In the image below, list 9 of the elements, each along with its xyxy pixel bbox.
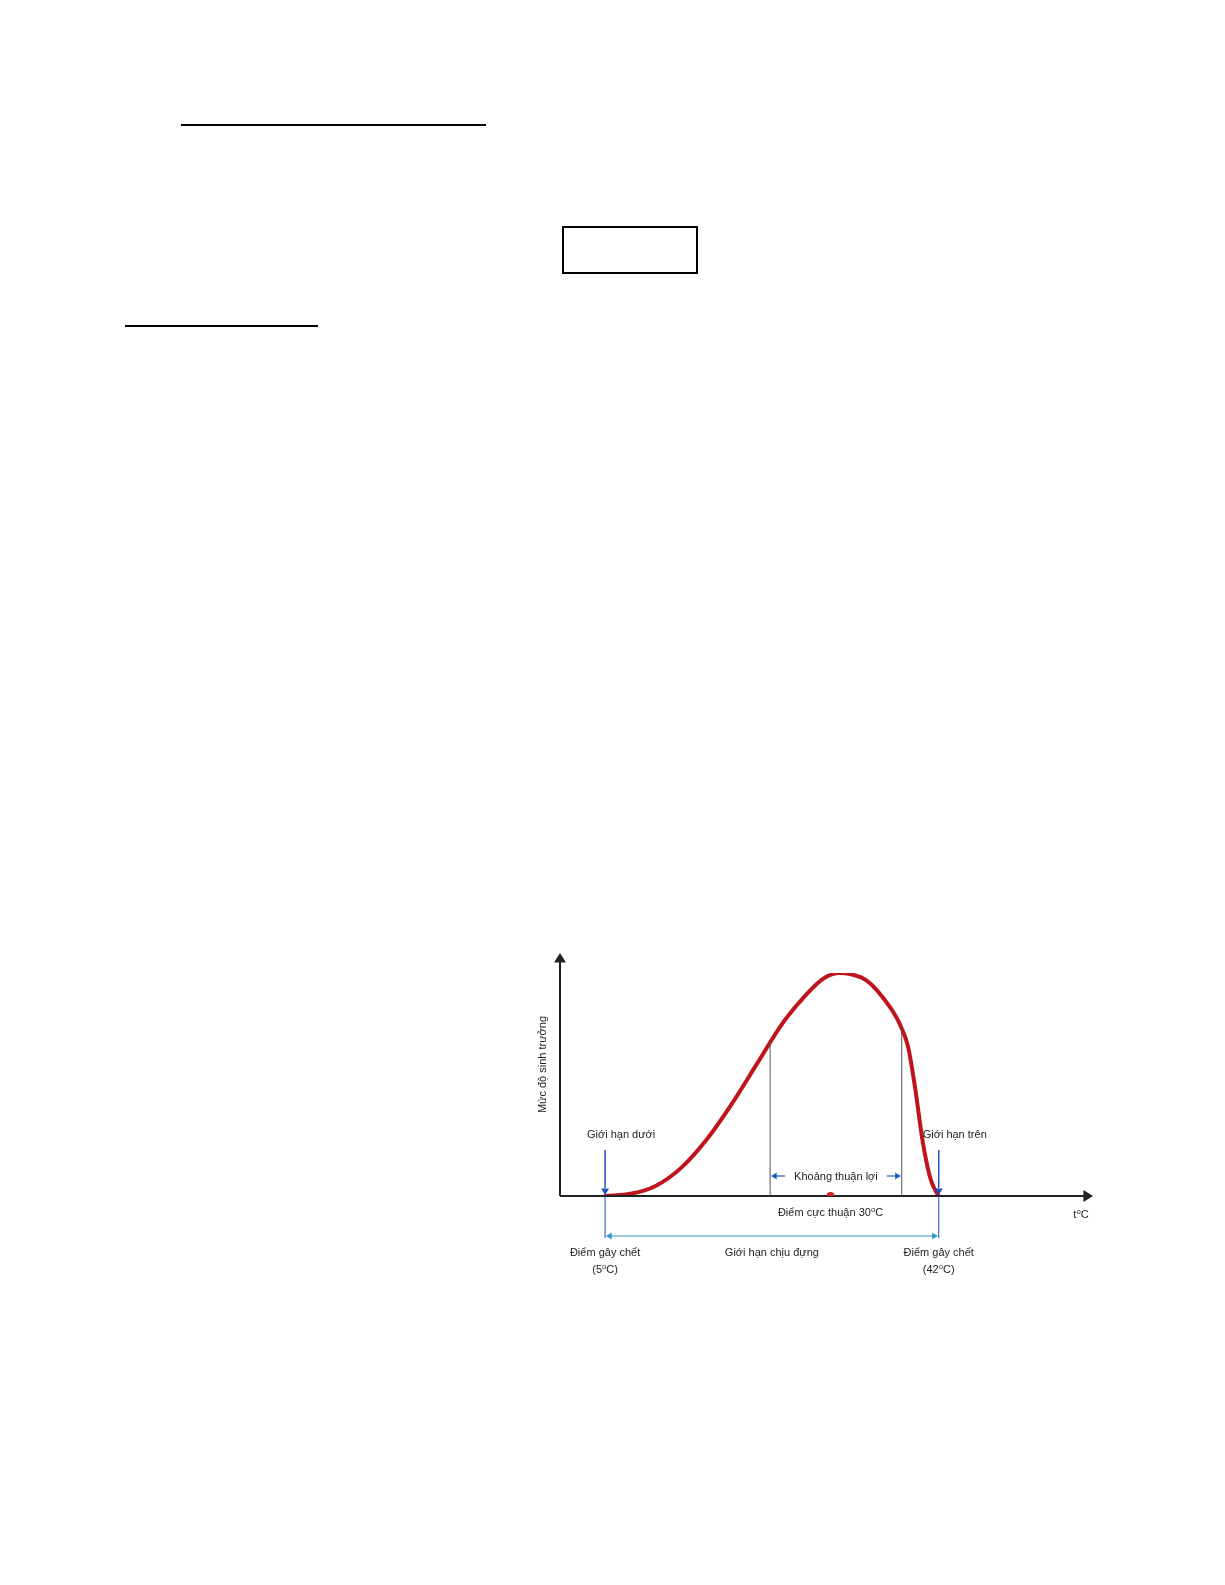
- annotation: Khoảng thuận lợi: [794, 1170, 878, 1182]
- x-tick-label: Điểm gây chết (42$^{o}$C): [903, 1246, 974, 1275]
- ref-line-label: Giới hạn trên: [922, 1128, 987, 1140]
- y-axis-title: Mức độ sinh trưởng: [536, 1015, 548, 1114]
- x-axis-title: t$^{o}$C: [1073, 1206, 1089, 1220]
- x-tick-label: Điểm gây chết (5$^{o}$C): [569, 1246, 641, 1275]
- series-label: Điểm cực thuận 30$^{o}$C: [777, 1204, 884, 1218]
- text: Giới hạn chịu đựng: [724, 1246, 819, 1258]
- ref-line-label: Giới hạn dưới: [586, 1128, 656, 1140]
